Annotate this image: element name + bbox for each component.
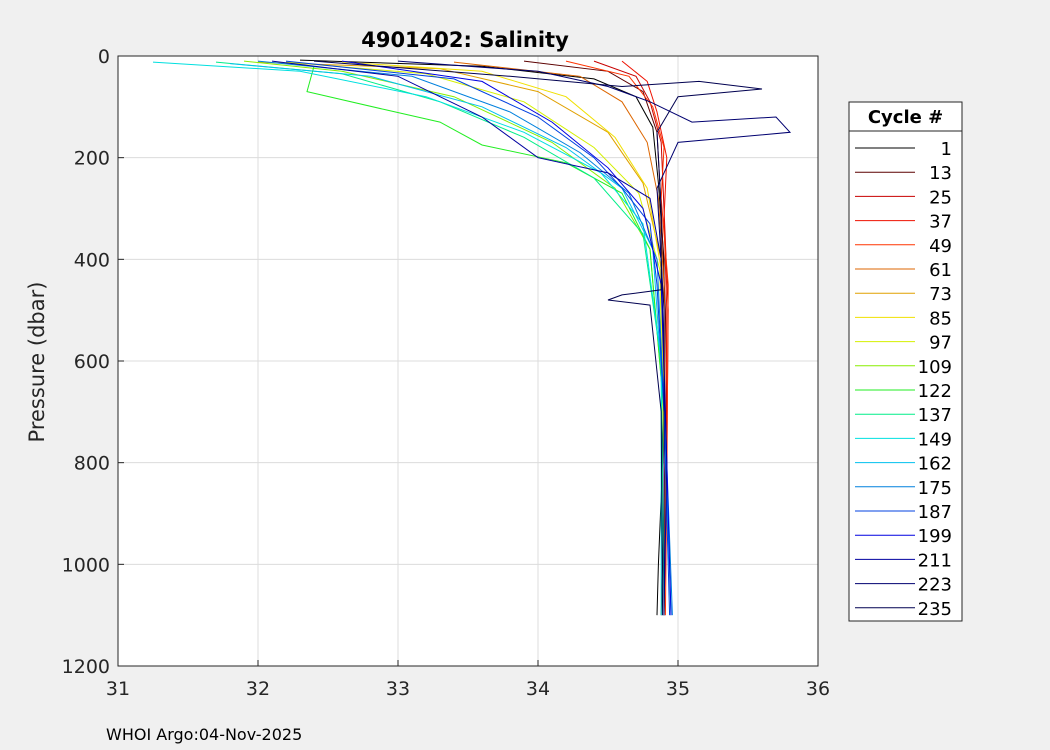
- legend-label: 122: [918, 381, 952, 402]
- legend-label: 61: [929, 260, 952, 281]
- profile-line: [257, 60, 673, 616]
- legend-label: 49: [929, 236, 952, 257]
- y-axis-label: Pressure (dbar): [25, 282, 49, 443]
- legend-label: 235: [918, 599, 952, 620]
- legend-label: 149: [918, 429, 952, 450]
- plot-frame: [117, 55, 819, 667]
- legend-label: 137: [918, 405, 952, 426]
- legend-label: 199: [918, 526, 952, 547]
- profile-line: [271, 60, 668, 616]
- x-tick-label: 35: [666, 678, 690, 700]
- y-tick-label: 800: [74, 453, 110, 475]
- footer-credit: WHOI Argo:04-Nov-2025: [106, 725, 303, 744]
- y-tick-label: 1000: [62, 554, 110, 576]
- profile-line: [313, 60, 763, 616]
- x-tick-label: 32: [246, 678, 270, 700]
- profile-line: [285, 61, 665, 616]
- x-tick-label: 31: [106, 678, 130, 700]
- y-tick-label: 1200: [62, 656, 110, 678]
- legend-label: 13: [929, 163, 952, 184]
- legend-label: 162: [918, 454, 952, 475]
- profile-line: [285, 60, 671, 616]
- grid: [117, 55, 819, 667]
- x-axis: 31 32 33 34 35 36: [106, 660, 830, 700]
- y-tick-label: 400: [74, 249, 110, 271]
- legend: Cycle # 1 13 25 37 49 61 73 85 97 109 122 137 149 162 1…: [848, 101, 963, 622]
- legend-label: 25: [929, 187, 952, 208]
- legend-label: 1: [941, 139, 952, 160]
- legend-label: 175: [918, 478, 952, 499]
- y-tick-label: 200: [74, 148, 110, 170]
- legend-box: [848, 101, 963, 622]
- x-tick-label: 36: [806, 678, 830, 700]
- legend-label: 85: [929, 308, 952, 329]
- legend-label: 187: [918, 502, 952, 523]
- y-axis: 0 200 400 600 800 1000 1200: [62, 46, 124, 678]
- legend-label: 223: [918, 575, 952, 596]
- chart-title: 4901402: Salinity: [361, 28, 569, 52]
- legend-label: 211: [918, 550, 952, 571]
- legend-label: 97: [929, 333, 952, 354]
- legend-label: 73: [929, 284, 952, 305]
- y-tick-label: 0: [98, 46, 110, 68]
- profile-line: [397, 60, 792, 616]
- y-tick-label: 600: [74, 351, 110, 373]
- legend-label: 109: [918, 357, 952, 378]
- profile-lines: [152, 59, 792, 616]
- profile-line: [152, 61, 662, 616]
- x-tick-label: 34: [526, 678, 550, 700]
- x-tick-label: 33: [386, 678, 410, 700]
- legend-title: Cycle #: [868, 107, 943, 128]
- legend-label: 37: [929, 212, 952, 233]
